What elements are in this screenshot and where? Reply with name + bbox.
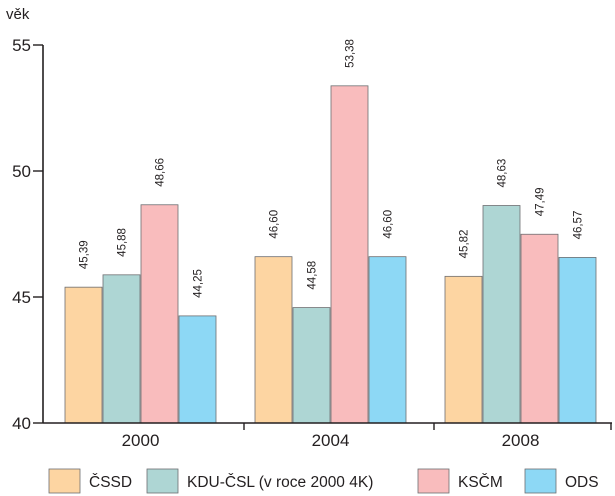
legend: ČSSD KDU-ČSL (v roce 2000 4K) KSČM ODS [48,468,599,494]
legend-item: ODS [524,468,599,494]
bar [254,256,293,424]
legend-item: ČSSD [48,468,132,494]
data-label: 46,60 [383,210,395,239]
bar [444,275,483,424]
bar [64,286,103,424]
x-tick-label: 2008 [502,431,540,450]
legend-item: KDU-ČSL (v roce 2000 4K) [146,468,373,494]
data-label: 44,58 [307,261,319,290]
bars-group: 45,39 45,88 48,66 44,25 46,60 44,58 53,38 46,60… [64,39,597,424]
data-label: 45,39 [79,240,91,269]
data-label: 47,49 [535,187,547,216]
bar [178,315,217,424]
legend-swatch [48,468,81,494]
data-label: 46,60 [269,210,281,239]
data-label: 46,57 [573,211,585,240]
data-label: 48,66 [155,158,167,187]
data-label: 44,25 [193,269,205,298]
bar [292,307,331,424]
y-tick-label: 40 [12,414,31,433]
y-tick-label: 50 [12,162,31,181]
data-label: 45,82 [459,230,471,259]
x-axis: 2000 2004 2008 [43,422,612,450]
bar [102,274,141,424]
bar [330,85,369,424]
y-tick-label: 45 [12,288,31,307]
bar [520,233,559,424]
x-tick-label: 2004 [312,431,350,450]
data-label: 48,63 [497,159,509,188]
bar [558,257,597,424]
legend-swatch [146,468,179,494]
bar [482,205,521,424]
legend-label: ČSSD [89,474,132,491]
data-label: 53,38 [345,39,357,68]
legend-label: ODS [565,474,599,491]
x-tick-label: 2000 [122,431,160,450]
y-axis: 40 45 50 55 [12,36,44,433]
bar [368,256,407,424]
legend-label: KSČM [458,474,503,491]
legend-item: KSČM [417,468,503,494]
legend-swatch [524,468,557,494]
legend-label: KDU-ČSL (v roce 2000 4K) [187,474,373,491]
data-label: 45,88 [117,228,129,257]
y-tick-label: 55 [12,36,31,55]
y-axis-title: věk [6,6,30,23]
legend-swatch [417,468,450,494]
bar [140,204,179,424]
